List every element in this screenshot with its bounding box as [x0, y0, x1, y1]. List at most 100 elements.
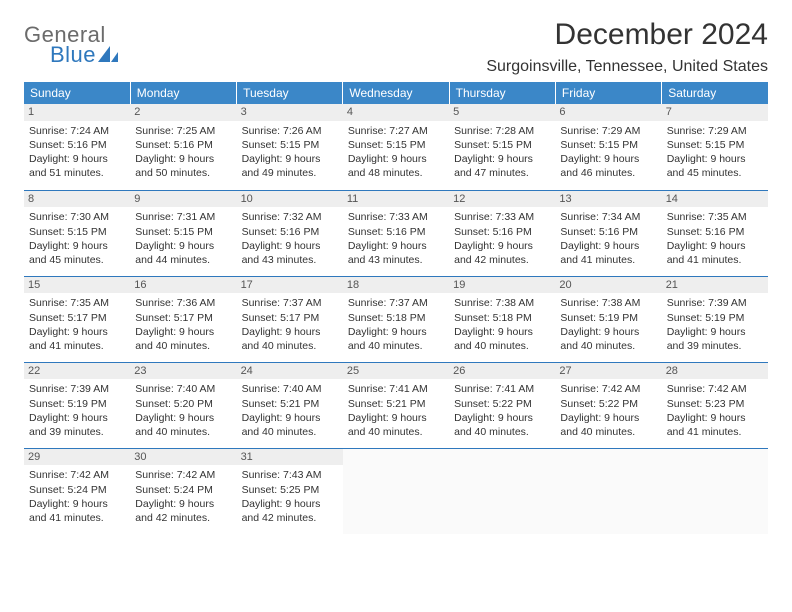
daylight-line: Daylight: 9 hours and 43 minutes. — [242, 239, 338, 267]
day-header: Tuesday — [237, 82, 343, 104]
sunrise-line: Sunrise: 7:35 AM — [29, 296, 125, 310]
sunrise-line: Sunrise: 7:26 AM — [242, 124, 338, 138]
day-number: 28 — [662, 363, 768, 380]
sunrise-line: Sunrise: 7:42 AM — [135, 468, 231, 482]
day-number: 20 — [555, 277, 661, 294]
day-number: 25 — [343, 363, 449, 380]
sunset-line: Sunset: 5:16 PM — [667, 225, 763, 239]
day-number: 13 — [555, 191, 661, 208]
daylight-line: Daylight: 9 hours and 41 minutes. — [560, 239, 656, 267]
day-cell: 3 Sunrise: 7:26 AMSunset: 5:15 PMDaylight… — [237, 104, 343, 190]
day-number: 21 — [662, 277, 768, 294]
sunset-line: Sunset: 5:15 PM — [667, 138, 763, 152]
sunrise-line: Sunrise: 7:42 AM — [29, 468, 125, 482]
day-cell: 7Sunrise: 7:29 AMSunset: 5:15 PMDaylight… — [662, 104, 768, 190]
sunrise-line: Sunrise: 7:37 AM — [348, 296, 444, 310]
sunset-line: Sunset: 5:22 PM — [454, 397, 550, 411]
day-number: 23 — [130, 363, 236, 380]
sunset-line: Sunset: 5:16 PM — [560, 225, 656, 239]
daylight-line: Daylight: 9 hours and 43 minutes. — [348, 239, 444, 267]
day-number: 10 — [237, 191, 343, 208]
daylight-line: Daylight: 9 hours and 40 minutes. — [348, 411, 444, 439]
sunset-line: Sunset: 5:15 PM — [454, 138, 550, 152]
daylight-line: Daylight: 9 hours and 42 minutes. — [242, 497, 338, 525]
daylight-line: Daylight: 9 hours and 50 minutes. — [135, 152, 231, 180]
daylight-line: Daylight: 9 hours and 40 minutes. — [242, 411, 338, 439]
sunrise-line: Sunrise: 7:36 AM — [135, 296, 231, 310]
sunrise-line: Sunrise: 7:31 AM — [135, 210, 231, 224]
logo-text: General Blue — [24, 24, 118, 66]
day-number: 2 — [130, 104, 236, 121]
month-title: December 2024 — [486, 18, 768, 52]
day-cell: 5Sunrise: 7:28 AMSunset: 5:15 PMDaylight… — [449, 104, 555, 190]
daylight-line: Daylight: 9 hours and 45 minutes. — [667, 152, 763, 180]
sunset-line: Sunset: 5:17 PM — [29, 311, 125, 325]
day-number: 29 — [24, 449, 130, 466]
week-row: 29Sunrise: 7:42 AMSunset: 5:24 PMDayligh… — [24, 448, 768, 534]
daylight-line: Daylight: 9 hours and 40 minutes. — [560, 411, 656, 439]
daylight-line: Daylight: 9 hours and 40 minutes. — [242, 325, 338, 353]
logo: General Blue — [24, 18, 118, 66]
sunrise-line: Sunrise: 7:29 AM — [560, 124, 656, 138]
day-cell: 19Sunrise: 7:38 AMSunset: 5:18 PMDayligh… — [449, 276, 555, 362]
sunset-line: Sunset: 5:25 PM — [242, 483, 338, 497]
sunrise-line: Sunrise: 7:29 AM — [667, 124, 763, 138]
sunset-line: Sunset: 5:24 PM — [135, 483, 231, 497]
day-number: 3 — [237, 104, 343, 121]
sunrise-line: Sunrise: 7:42 AM — [560, 382, 656, 396]
day-cell: 2Sunrise: 7:25 AMSunset: 5:16 PMDaylight… — [130, 104, 236, 190]
day-number: 16 — [130, 277, 236, 294]
day-number: 18 — [343, 277, 449, 294]
day-cell: . — [449, 448, 555, 534]
day-number: 14 — [662, 191, 768, 208]
sunset-line: Sunset: 5:22 PM — [560, 397, 656, 411]
calendar-body: 1Sunrise: 7:24 AMSunset: 5:16 PMDaylight… — [24, 104, 768, 534]
sunset-line: Sunset: 5:17 PM — [242, 311, 338, 325]
day-number: 15 — [24, 277, 130, 294]
day-number: 9 — [130, 191, 236, 208]
daylight-line: Daylight: 9 hours and 44 minutes. — [135, 239, 231, 267]
sunset-line: Sunset: 5:16 PM — [29, 138, 125, 152]
sunset-line: Sunset: 5:15 PM — [135, 225, 231, 239]
day-number: 24 — [237, 363, 343, 380]
daylight-line: Daylight: 9 hours and 41 minutes. — [29, 497, 125, 525]
sunrise-line: Sunrise: 7:42 AM — [667, 382, 763, 396]
daylight-line: Daylight: 9 hours and 40 minutes. — [454, 325, 550, 353]
day-header: Thursday — [449, 82, 555, 104]
daylight-line: Daylight: 9 hours and 42 minutes. — [454, 239, 550, 267]
day-number: 6 — [555, 104, 661, 121]
day-cell: 18Sunrise: 7:37 AMSunset: 5:18 PMDayligh… — [343, 276, 449, 362]
day-number: 12 — [449, 191, 555, 208]
sunset-line: Sunset: 5:16 PM — [454, 225, 550, 239]
day-number: 1 — [24, 104, 130, 121]
day-cell: 21Sunrise: 7:39 AMSunset: 5:19 PMDayligh… — [662, 276, 768, 362]
day-cell: 20Sunrise: 7:38 AMSunset: 5:19 PMDayligh… — [555, 276, 661, 362]
daylight-line: Daylight: 9 hours and 45 minutes. — [29, 239, 125, 267]
day-number: 5 — [449, 104, 555, 121]
day-header-row: SundayMondayTuesdayWednesdayThursdayFrid… — [24, 82, 768, 104]
sunset-line: Sunset: 5:18 PM — [454, 311, 550, 325]
sunset-line: Sunset: 5:16 PM — [242, 225, 338, 239]
sunset-line: Sunset: 5:15 PM — [242, 138, 338, 152]
day-number: 4 — [343, 104, 449, 121]
day-header: Monday — [130, 82, 236, 104]
week-row: 1 Sunrise: 7:24 AMSunset: 5:16 PM Daylight… — [24, 104, 768, 190]
day-number: 31 — [237, 449, 343, 466]
daylight-line: Daylight: 9 hours and 39 minutes. — [667, 325, 763, 353]
day-header: Saturday — [662, 82, 768, 104]
day-cell: 24Sunrise: 7:40 AMSunset: 5:21 PMDayligh… — [237, 362, 343, 448]
calendar-head: SundayMondayTuesdayWednesdayThursdayFrid… — [24, 82, 768, 104]
daylight-line: Daylight: 9 hours and 49 minutes. — [242, 152, 338, 180]
day-header: Sunday — [24, 82, 130, 104]
sunrise-line: Sunrise: 7:24 AM — [29, 124, 125, 138]
sunrise-line: Sunrise: 7:37 AM — [242, 296, 338, 310]
day-header: Wednesday — [343, 82, 449, 104]
day-cell: 31Sunrise: 7:43 AMSunset: 5:25 PMDayligh… — [237, 448, 343, 534]
day-number: 27 — [555, 363, 661, 380]
sunrise-line: Sunrise: 7:39 AM — [667, 296, 763, 310]
sunrise-line: Sunrise: 7:38 AM — [560, 296, 656, 310]
day-cell: 15Sunrise: 7:35 AMSunset: 5:17 PMDayligh… — [24, 276, 130, 362]
sunrise-line: Sunrise: 7:33 AM — [454, 210, 550, 224]
day-header: Friday — [555, 82, 661, 104]
sunrise-line: Sunrise: 7:40 AM — [135, 382, 231, 396]
